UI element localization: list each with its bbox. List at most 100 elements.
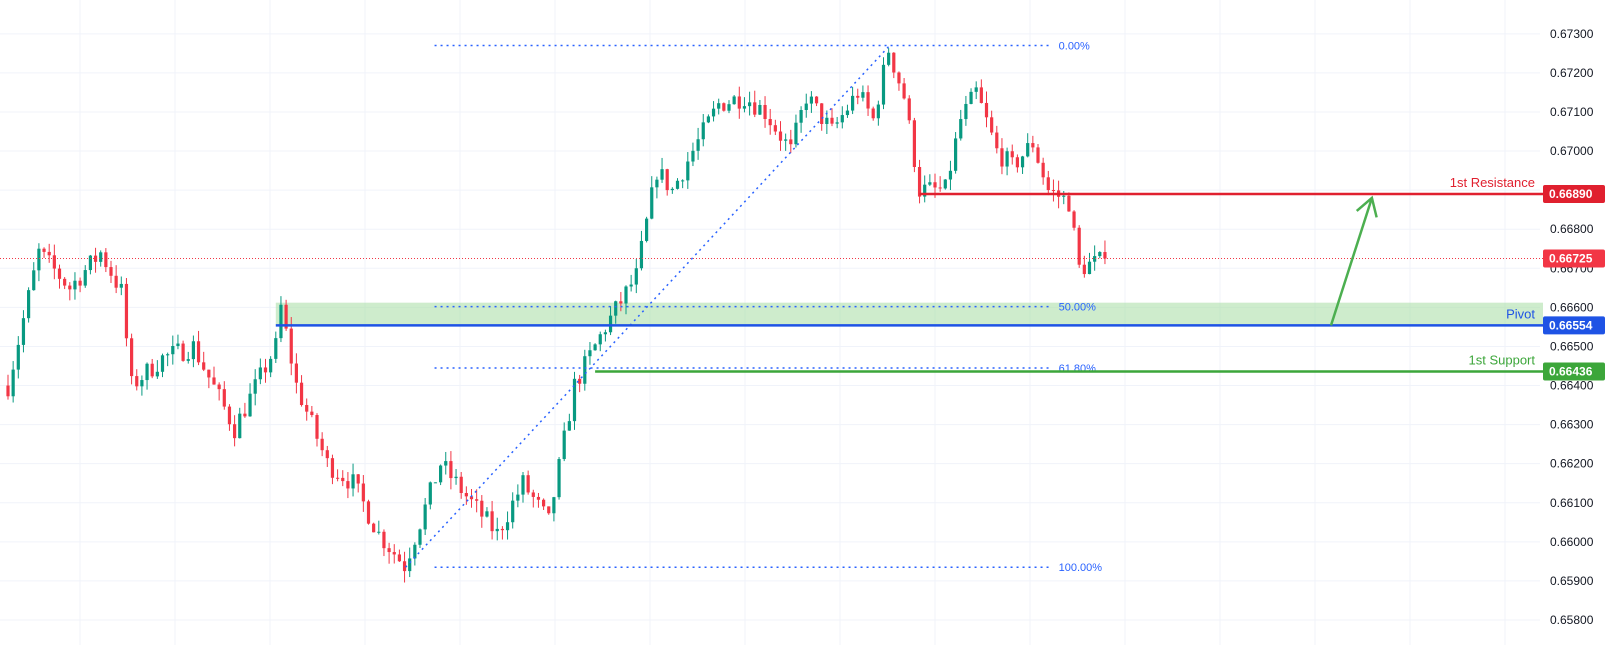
candle-body <box>155 371 159 377</box>
candle-body <box>619 301 623 304</box>
candle-body <box>1041 162 1045 178</box>
candle-body <box>248 393 252 417</box>
candle-body <box>794 122 798 145</box>
candle-body <box>624 286 628 304</box>
candle-body <box>196 341 201 363</box>
candle-body <box>938 187 942 189</box>
candle-body <box>809 96 813 104</box>
candle-body <box>63 278 67 286</box>
candle-body <box>675 180 680 189</box>
candle-body <box>207 369 211 378</box>
candle-body <box>140 380 144 387</box>
y-tick-label: 0.66800 <box>1550 222 1594 236</box>
candle-body <box>382 531 386 549</box>
candle-body <box>660 169 664 180</box>
candle-body <box>511 500 515 523</box>
candle-body <box>840 115 844 123</box>
candle-body <box>1015 157 1019 168</box>
candle-body <box>495 528 499 532</box>
candle-body <box>598 334 602 345</box>
arrow-shaft <box>1329 197 1374 326</box>
y-tick-label: 0.67200 <box>1550 66 1594 80</box>
candle-body <box>1093 256 1097 262</box>
candle-body <box>372 523 376 533</box>
y-tick-label: 0.67100 <box>1550 105 1594 119</box>
candle-body <box>299 382 304 406</box>
last-price-tag-text: 0.66725 <box>1549 252 1593 266</box>
candle-body <box>124 283 129 339</box>
candle-body <box>974 87 978 92</box>
y-tick-label: 0.66200 <box>1550 457 1594 471</box>
level-name: 1st Support <box>1469 352 1536 367</box>
candle-body <box>670 188 674 191</box>
candle-body <box>392 552 396 555</box>
candle-body <box>464 493 468 497</box>
y-tick-label: 0.66400 <box>1550 379 1594 393</box>
level-price-tag <box>1543 362 1605 381</box>
candle-body <box>603 332 607 335</box>
y-tick-label: 0.66300 <box>1550 418 1594 432</box>
support-resistance-levels[interactable]: 1st Resistance Pivot 1st Support <box>275 175 1543 373</box>
candle-body <box>233 424 237 439</box>
candle-body <box>753 102 757 115</box>
candle-body <box>428 482 432 505</box>
level-name: 1st Resistance <box>1450 175 1535 190</box>
price-tags: 0.66890 0.66554 0.66436 0.66725 <box>1543 185 1605 381</box>
candle-body <box>521 475 525 495</box>
candle-body <box>222 389 226 407</box>
candle-body <box>737 96 741 109</box>
candle-body <box>346 481 350 489</box>
candle-body <box>696 139 700 151</box>
candle-body <box>923 184 927 197</box>
candle-body <box>500 528 504 531</box>
candle-body <box>336 477 340 479</box>
last-price-tag <box>1543 249 1605 268</box>
candle-body <box>32 270 36 291</box>
candle-body <box>145 363 149 381</box>
candle-body <box>1020 156 1025 168</box>
candle-body <box>711 108 716 117</box>
candle-body <box>701 122 705 140</box>
candle-body <box>629 284 633 287</box>
candle-body <box>851 95 855 111</box>
candle-body <box>253 379 257 394</box>
level-price-tag <box>1543 316 1605 335</box>
candle-body <box>768 119 772 126</box>
candle-body <box>717 103 721 109</box>
candle-body <box>150 363 154 377</box>
candle-body <box>881 64 886 105</box>
candle-body <box>562 430 566 460</box>
candle-body <box>866 92 870 109</box>
candle-body <box>1005 151 1009 167</box>
level-price-tag-text: 0.66436 <box>1549 364 1593 378</box>
candle-body <box>341 477 345 482</box>
level-price-tag-text: 0.66554 <box>1549 318 1593 332</box>
projection-arrow[interactable] <box>1329 195 1378 326</box>
candle-body <box>294 363 298 383</box>
candle-body <box>990 117 994 133</box>
candle-body <box>99 252 103 262</box>
candle-body <box>439 465 443 483</box>
candle-body <box>917 167 922 197</box>
candle-body <box>274 338 278 359</box>
candle-body <box>433 482 438 484</box>
candle-body <box>191 341 195 360</box>
candle-body <box>212 377 216 385</box>
fib-trend-line <box>405 45 891 568</box>
candle-body <box>413 544 417 559</box>
candle-body <box>459 476 463 494</box>
candle-body <box>88 255 92 271</box>
candle-body <box>830 117 834 124</box>
candle-body <box>475 499 479 501</box>
candle-body <box>588 350 592 357</box>
candle-body <box>320 438 324 451</box>
candle-body <box>1072 211 1076 228</box>
candle-body <box>856 95 860 98</box>
candle-body <box>109 267 113 276</box>
candle-body <box>238 413 242 439</box>
level-price-tag-text: 0.66890 <box>1549 187 1593 201</box>
candle-body <box>825 117 829 124</box>
candle-body <box>351 474 355 489</box>
candle-body <box>758 104 762 115</box>
